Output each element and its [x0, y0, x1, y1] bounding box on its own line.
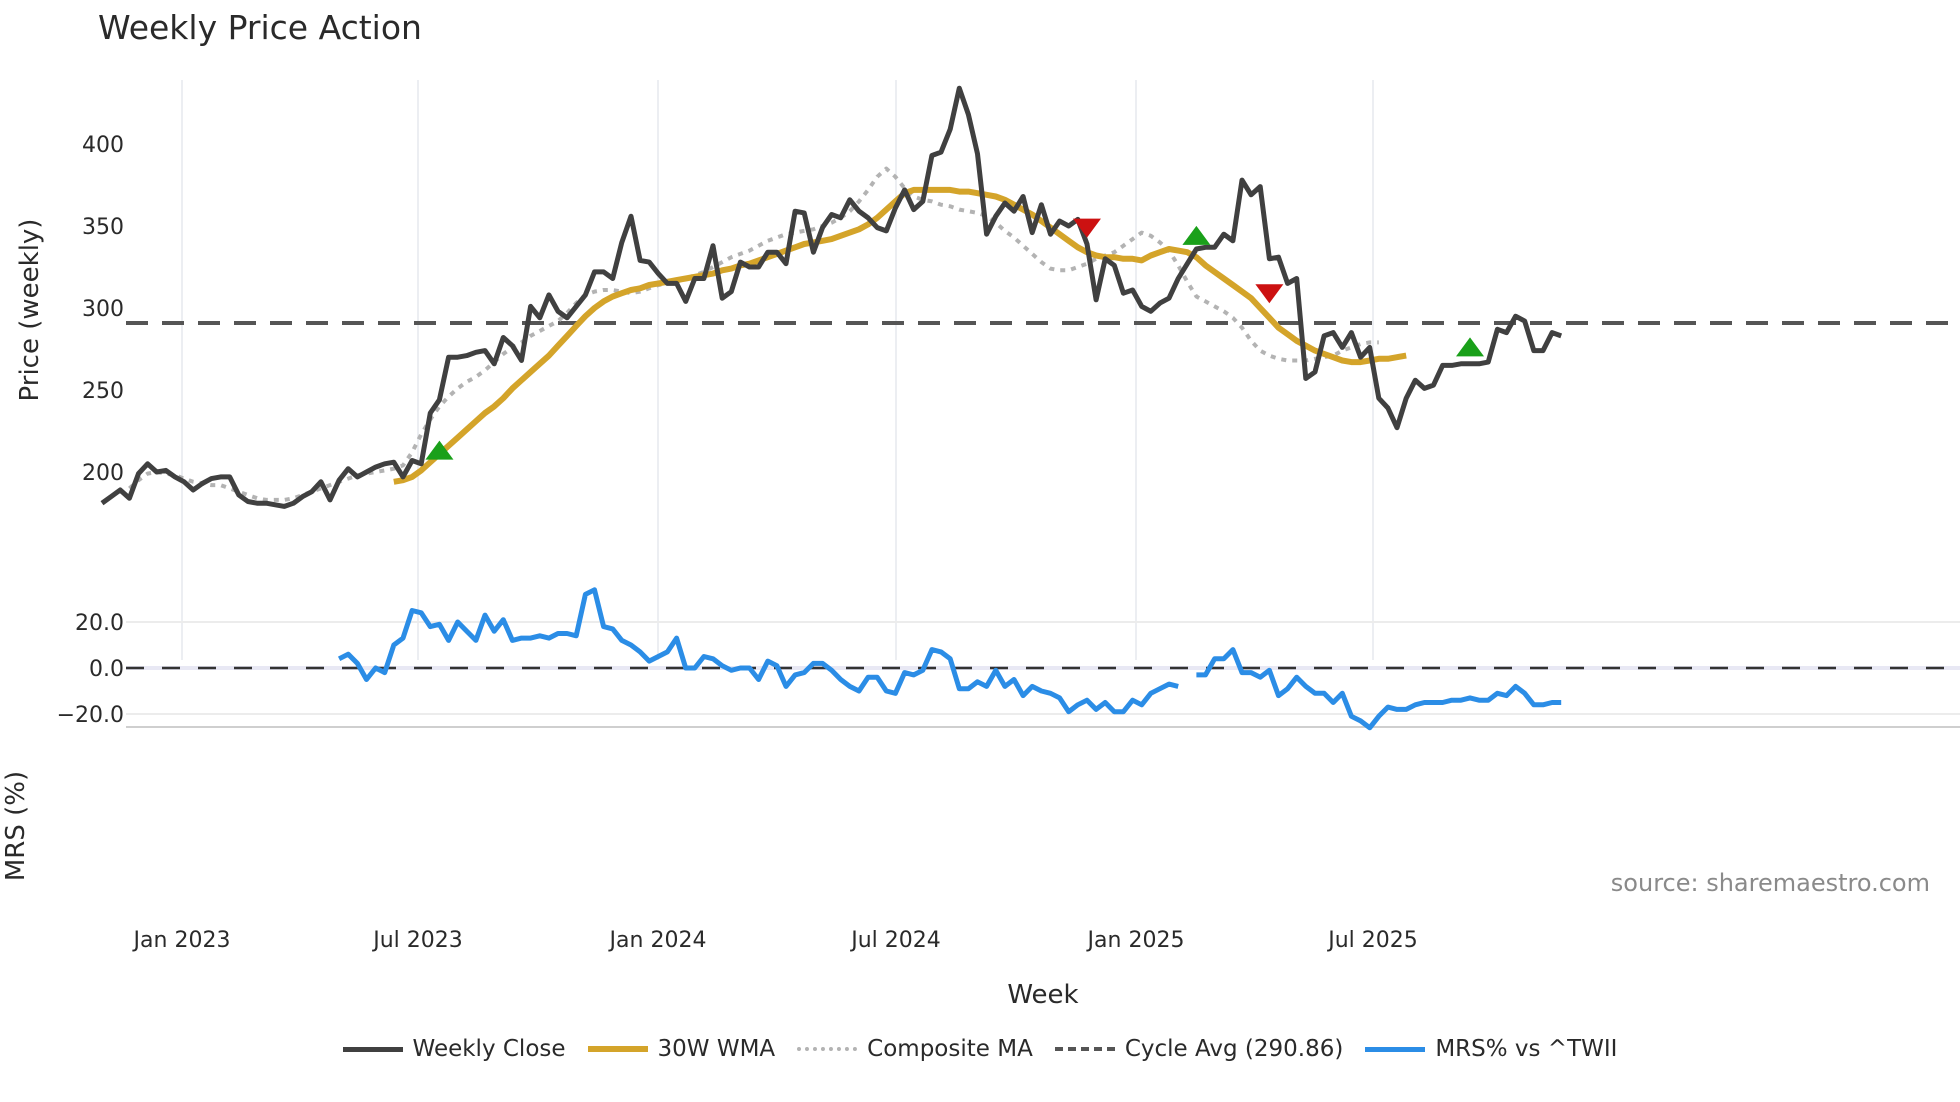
- legend-label: Cycle Avg (290.86): [1124, 1036, 1344, 1062]
- signal-markers: [425, 218, 1484, 460]
- y-tick-label: −20.0: [57, 703, 124, 728]
- x-tick-label: Jan 2025: [1086, 928, 1185, 953]
- composite-ma-line: [128, 166, 1379, 502]
- y-tick-label: 250: [82, 379, 124, 404]
- x-tick-label: Jan 2023: [132, 928, 231, 953]
- y-tick-label: 400: [82, 133, 124, 158]
- y-tick-label: 300: [82, 297, 124, 322]
- x-tick-label: Jul 2024: [849, 928, 941, 953]
- y-tick-label: 350: [82, 215, 124, 240]
- legend-label: 30W WMA: [657, 1036, 776, 1062]
- legend-label: Weekly Close: [412, 1036, 566, 1062]
- mrs-y-axis-title: MRS (%): [1, 771, 31, 881]
- legend: Weekly Close 30W WMA Composite MA Cycle …: [0, 1036, 1960, 1062]
- mrs-plot-area: [337, 587, 1562, 731]
- legend-label: MRS% vs ^TWII: [1435, 1036, 1618, 1062]
- y-tick-label: 20.0: [75, 611, 124, 636]
- legend-item-30w-wma[interactable]: 30W WMA: [587, 1036, 776, 1062]
- mrs-line: [1196, 647, 1562, 731]
- weekly-close-swatch-icon: [342, 1046, 403, 1052]
- legend-label: Composite MA: [867, 1036, 1033, 1062]
- mrs-swatch-icon: [1365, 1046, 1426, 1052]
- wma-swatch-icon: [587, 1046, 648, 1052]
- sell-signal-triangle-icon: [1072, 218, 1101, 238]
- x-tick-label: Jul 2023: [371, 928, 463, 953]
- sell-signal-triangle-icon: [1255, 284, 1284, 304]
- x-axis-title: Week: [1007, 980, 1078, 1010]
- composite-ma-swatch-icon: [797, 1047, 858, 1051]
- 30w-wma-line: [393, 186, 1407, 485]
- source-watermark: source: sharemaestro.com: [1611, 869, 1930, 897]
- mrs-gridlines: [126, 621, 1960, 715]
- buy-signal-triangle-icon: [1456, 337, 1484, 357]
- legend-item-mrs[interactable]: MRS% vs ^TWII: [1365, 1036, 1617, 1062]
- price-y-axis-ticks: 200 250 300 350 400: [82, 133, 124, 486]
- chart-title: Weekly Price Action: [98, 8, 422, 47]
- price-y-axis-title: Price (weekly): [15, 219, 45, 402]
- buy-signal-triangle-icon: [425, 440, 454, 460]
- cycle-avg-swatch-icon: [1054, 1047, 1115, 1051]
- buy-signal-triangle-icon: [1182, 225, 1211, 245]
- legend-item-weekly-close[interactable]: Weekly Close: [342, 1036, 566, 1062]
- mrs-line: [337, 587, 1179, 715]
- x-tick-label: Jan 2024: [608, 928, 707, 953]
- x-tick-label: Jul 2025: [1326, 928, 1418, 953]
- legend-item-cycle-avg[interactable]: Cycle Avg (290.86): [1054, 1036, 1344, 1062]
- mrs-y-axis-ticks: −20.0 0.0 20.0: [57, 611, 124, 728]
- vertical-gridlines: [181, 80, 1374, 660]
- y-tick-label: 0.0: [89, 657, 124, 682]
- legend-item-composite-ma[interactable]: Composite MA: [797, 1036, 1033, 1062]
- x-axis-ticks: Jan 2023 Jul 2023 Jan 2024 Jul 2024 Jan 2025…: [132, 928, 1418, 953]
- y-tick-label: 200: [82, 461, 124, 486]
- weekly-close-line: [100, 85, 1563, 509]
- price-plot-area: [100, 85, 1960, 509]
